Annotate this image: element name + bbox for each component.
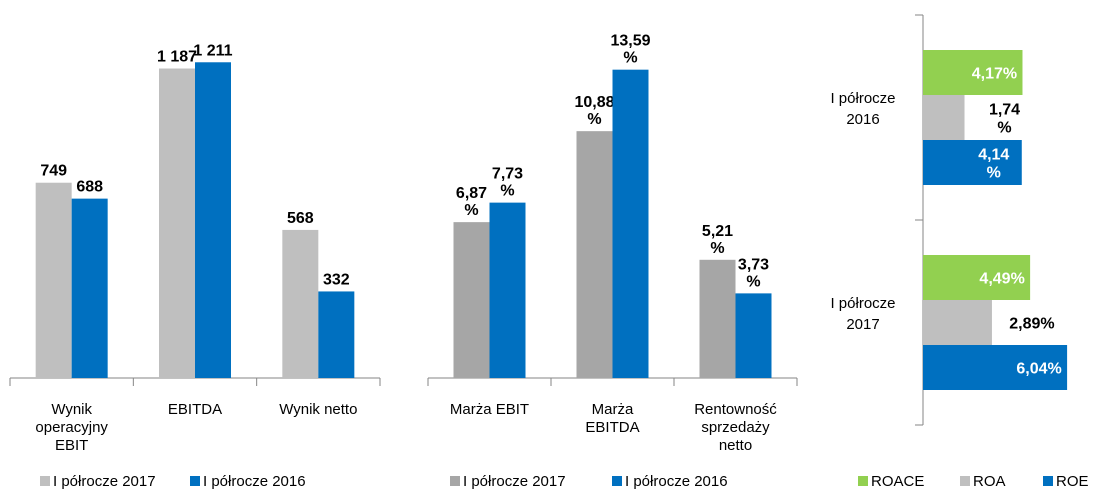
bar [699,259,736,378]
bar [923,140,1022,185]
bar [489,202,526,378]
bar [195,62,231,379]
data-label: 6,04% [1016,361,1061,378]
data-label: 7,73 [492,166,523,183]
legend-swatch [190,476,200,486]
x-tick-label: netto [719,437,752,454]
legend-label: ROE [1056,473,1089,490]
data-label: 1,74 [989,102,1020,119]
data-label: 2,89% [1009,316,1054,333]
x-tick-label: EBITDA [168,401,222,418]
x-tick-label: Rentowność [694,401,777,418]
bar [282,229,319,378]
legend-label: I półrocze 2016 [203,473,306,490]
data-label: % [464,202,478,219]
data-label: 1 211 [193,42,232,59]
x-tick-label: EBITDA [585,419,639,436]
y-tick-label: 2016 [846,111,879,128]
data-label: 332 [323,271,350,288]
bar [612,69,649,378]
bar [923,300,992,345]
bar [735,293,772,378]
legend-label: ROA [973,473,1006,490]
y-tick-label: I półrocze [830,295,895,312]
data-label: % [587,111,601,128]
data-label: 6,87 [456,185,487,202]
data-label: 568 [287,210,314,227]
bar [453,222,490,378]
bar [923,50,1023,95]
data-label: % [987,165,1001,182]
data-label: 688 [76,179,103,196]
x-tick-label: Marża EBIT [450,401,529,418]
y-tick-label: I półrocze [830,90,895,107]
data-label: 3,73 [738,256,769,273]
data-label: 13,59 [610,33,650,50]
bar [318,291,355,378]
legend-swatch [40,476,50,486]
data-label: % [500,183,514,200]
data-label: 4,14 [978,147,1009,164]
legend-label: I półrocze 2016 [625,473,728,490]
x-tick-label: Wynik [51,401,92,418]
x-tick-label: operacyjny [35,419,108,436]
bar [159,68,195,379]
x-tick-label: Wynik netto [279,401,357,418]
legend-label: I półrocze 2017 [53,473,156,490]
data-label: 1 187 [157,49,197,66]
data-label: 4,49% [979,271,1024,288]
data-label: 749 [40,163,67,180]
legend-swatch [450,476,460,486]
bar [576,131,613,378]
legend-swatch [1043,476,1053,486]
data-label: % [997,120,1011,137]
legend-label: ROACE [871,473,924,490]
x-tick-label: sprzedaży [701,419,770,436]
x-tick-label: Marża [592,401,634,418]
bar [35,182,72,378]
bar [71,198,108,378]
bar [923,345,1068,390]
legend-label: I półrocze 2017 [463,473,566,490]
legend-swatch [612,476,622,486]
legend-swatch [960,476,970,486]
bar [923,95,965,140]
y-tick-label: 2017 [846,316,879,333]
data-label: 4,17% [972,66,1017,83]
data-label: 5,21 [702,223,733,240]
legend-swatch [858,476,868,486]
x-tick-label: EBIT [55,437,88,454]
data-label: 10,88 [574,94,614,111]
data-label: % [623,50,637,67]
data-label: % [710,240,724,257]
data-label: % [746,273,760,290]
bar [923,255,1031,300]
